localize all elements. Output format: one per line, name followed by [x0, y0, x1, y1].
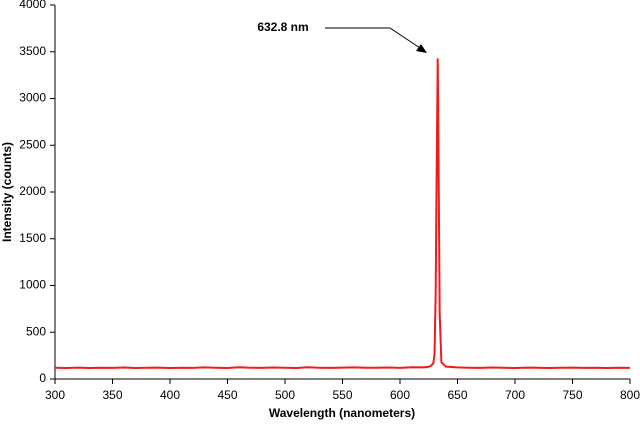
y-tick-label: 3000: [19, 91, 46, 105]
x-tick-label: 650: [447, 388, 467, 402]
x-tick-label: 800: [620, 388, 640, 402]
y-tick-label: 3500: [19, 44, 46, 58]
y-tick-label: 1500: [19, 231, 46, 245]
x-tick-label: 350: [102, 388, 122, 402]
annotation-arrow-line: [325, 27, 421, 49]
x-tick-label: 400: [160, 388, 180, 402]
y-tick-label: 4000: [19, 0, 46, 11]
x-tick-label: 300: [45, 388, 65, 402]
x-tick-label: 450: [217, 388, 237, 402]
y-tick-label: 0: [39, 371, 46, 385]
x-axis-title: Wavelength (nanometers): [269, 406, 415, 420]
x-tick-label: 500: [275, 388, 295, 402]
x-tick-label: 700: [505, 388, 525, 402]
annotation: 632.8 nm: [257, 20, 308, 34]
x-tick-label: 550: [332, 388, 352, 402]
y-axis-title: Intensity (counts): [0, 142, 14, 242]
y-tick-label: 1000: [19, 278, 46, 292]
annotation-arrowhead: [416, 44, 427, 53]
y-tick-label: 2000: [19, 184, 46, 198]
y-tick-label: 500: [26, 324, 46, 338]
x-tick-label: 750: [562, 388, 582, 402]
line: [54, 58, 631, 370]
y-tick-label: 2500: [19, 137, 46, 151]
x-tick-label: 600: [390, 388, 410, 402]
